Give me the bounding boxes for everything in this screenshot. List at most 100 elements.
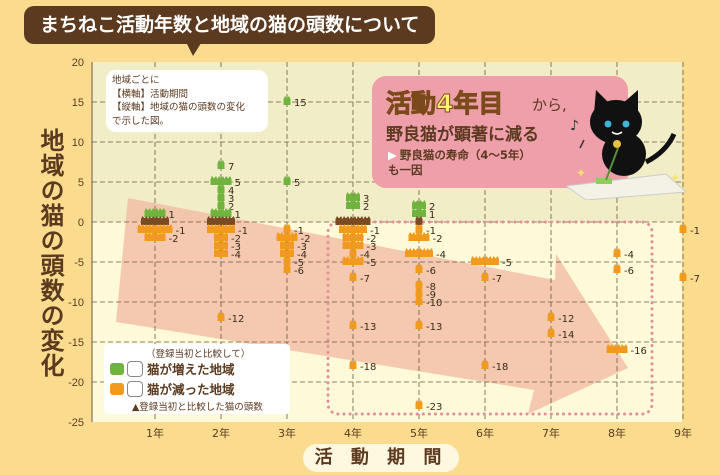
cat-mark bbox=[221, 232, 228, 241]
data-point-7y--14: -14 bbox=[547, 328, 574, 341]
cat-mark bbox=[481, 272, 489, 281]
data-point-8y--4: -4 bbox=[613, 248, 634, 261]
cat-mark bbox=[162, 216, 169, 225]
cat-mark bbox=[492, 256, 499, 265]
y-axis-title: 地域の猫の頭数の変化 bbox=[36, 128, 64, 378]
y-tick-label: -10 bbox=[68, 297, 84, 309]
cat-mark bbox=[151, 208, 159, 217]
green-cat-icon bbox=[110, 362, 124, 375]
bullet-line: 野良猫の寿命（4〜5年） bbox=[399, 148, 531, 162]
data-label: -1 bbox=[426, 226, 436, 237]
callout-headline: 活動4年目 bbox=[385, 89, 504, 119]
cat-mark bbox=[405, 248, 412, 257]
cat-mark bbox=[349, 272, 357, 281]
data-point-4y--4: -4 bbox=[349, 248, 370, 261]
note-line: 【縦軸】地域の猫の頭数の変化 bbox=[112, 102, 246, 113]
data-label: -10 bbox=[426, 298, 442, 309]
data-label: -13 bbox=[426, 322, 442, 333]
x-tick-label: 2年 bbox=[212, 426, 230, 440]
cat-mark bbox=[547, 328, 555, 337]
data-point-3y--3: -3 bbox=[280, 240, 307, 253]
data-label: -4 bbox=[360, 250, 370, 261]
data-label: -2 bbox=[367, 234, 377, 245]
data-label: -4 bbox=[297, 250, 307, 261]
cat-mark bbox=[408, 232, 416, 241]
data-point-3y-5: 5 bbox=[283, 176, 300, 189]
callout-bullet: ▶ 野良猫の寿命（4〜5年） も一因 bbox=[388, 148, 531, 178]
cat-mark bbox=[221, 248, 228, 257]
data-point-4y-0 bbox=[335, 216, 371, 225]
cat-mark bbox=[412, 200, 419, 209]
data-label: -5 bbox=[294, 258, 304, 269]
highlight-region bbox=[326, 220, 654, 416]
cat-mark bbox=[346, 192, 353, 201]
data-label: -12 bbox=[228, 314, 244, 325]
data-label: 5 bbox=[235, 178, 241, 189]
data-label: -4 bbox=[624, 250, 634, 261]
data-label: -3 bbox=[231, 242, 241, 253]
cat-mark bbox=[356, 232, 364, 241]
cat-mark bbox=[224, 176, 232, 185]
cat-mark bbox=[360, 224, 367, 233]
data-point-5y--23: -23 bbox=[415, 400, 442, 413]
cat-mark bbox=[342, 216, 350, 225]
data-point-6y--5: -5 bbox=[471, 256, 512, 269]
cat-mark bbox=[613, 344, 621, 353]
data-point-6y--18: -18 bbox=[481, 360, 508, 373]
data-point-3y--5: -5 bbox=[283, 256, 304, 269]
x-axis-title: 活 動 期 間 bbox=[303, 444, 459, 472]
data-label: 3 bbox=[228, 194, 234, 205]
cat-mark bbox=[415, 224, 423, 233]
legend-item-decrease: 猫が減った地域 bbox=[110, 379, 235, 398]
cat-mark bbox=[280, 240, 287, 249]
cat-mark bbox=[426, 248, 433, 257]
cat-mark bbox=[353, 192, 360, 201]
data-label: -6 bbox=[426, 266, 436, 277]
cat-mark bbox=[415, 264, 423, 273]
cat-mark bbox=[349, 216, 357, 225]
data-label: -1 bbox=[370, 226, 380, 237]
data-point-2y-7: 7 bbox=[217, 160, 234, 173]
title-tail bbox=[185, 40, 203, 56]
data-label: -14 bbox=[558, 330, 574, 341]
cat-mark bbox=[217, 200, 225, 209]
cat-mark bbox=[158, 232, 166, 241]
data-point-4y--7: -7 bbox=[349, 272, 370, 285]
data-point-1y-1: 1 bbox=[144, 208, 175, 221]
y-tick-label: -25 bbox=[68, 417, 84, 429]
cat-mark bbox=[137, 224, 145, 233]
y-tick-label: 10 bbox=[72, 137, 84, 149]
data-label: -1 bbox=[238, 226, 248, 237]
data-label: 3 bbox=[363, 194, 369, 205]
data-label: 2 bbox=[228, 202, 234, 213]
data-point-1y--2: -2 bbox=[144, 232, 178, 245]
cat-mark bbox=[214, 248, 221, 257]
cat-mark bbox=[481, 360, 489, 369]
legend-footnote: ▲登録当初と比較した猫の頭数 bbox=[132, 402, 263, 413]
cat-mark bbox=[283, 256, 291, 265]
explanation-note: 地域ごとに 【横軸】活動期間 【縦軸】地域の猫の頭数の変化 で示した図。 bbox=[106, 70, 268, 132]
cat-mark bbox=[415, 280, 423, 289]
orange-cat-icon bbox=[110, 382, 124, 395]
data-point-4y--18: -18 bbox=[349, 360, 376, 373]
data-point-5y-1: 1 bbox=[412, 208, 435, 221]
cat-mark bbox=[346, 224, 353, 233]
cat-mark bbox=[471, 256, 478, 265]
data-label: -2 bbox=[231, 234, 241, 245]
callout-bubble: 活動4年目 から, 野良猫が顕著に減る ▶ 野良猫の寿命（4〜5年） も一因 bbox=[372, 76, 628, 188]
cat-mark bbox=[207, 224, 214, 233]
data-point-3y--1: -1 bbox=[283, 224, 304, 237]
legend-caption: （登録当初と比較して） bbox=[146, 349, 251, 360]
cat-mark bbox=[210, 176, 218, 185]
cat-mark bbox=[155, 216, 162, 225]
x-tick-label: 7年 bbox=[542, 426, 560, 440]
x-tick-label: 9年 bbox=[674, 426, 692, 440]
data-label: 1 bbox=[429, 210, 435, 221]
y-tick-label: -15 bbox=[68, 337, 84, 349]
legend-increase-label: 猫が増えた地域 bbox=[147, 362, 235, 377]
cat-mark bbox=[151, 224, 159, 233]
y-tick-label: 0 bbox=[78, 217, 84, 229]
svg-text:✦: ✦ bbox=[670, 171, 680, 185]
data-point-2y--2: -2 bbox=[214, 232, 241, 245]
cat-mark bbox=[412, 248, 419, 257]
